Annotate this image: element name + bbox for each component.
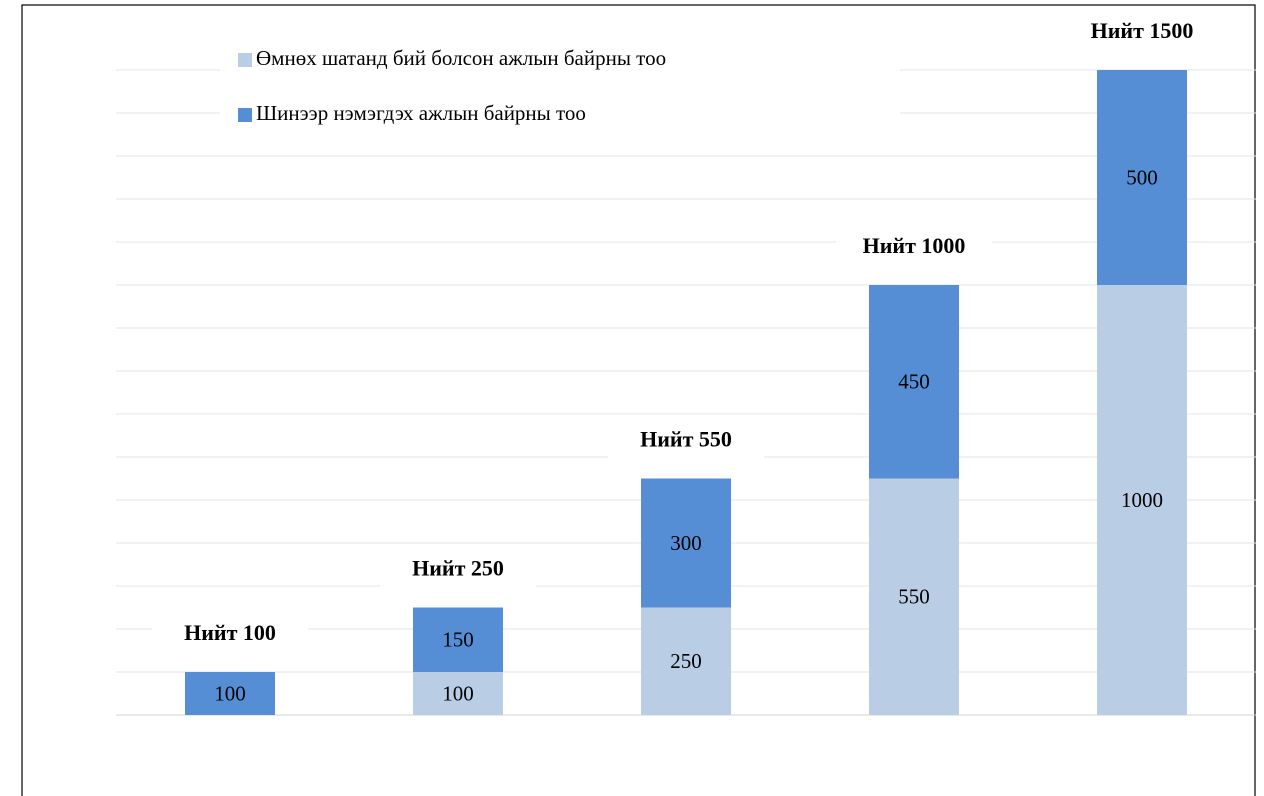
value-label: 450 bbox=[898, 370, 930, 394]
bar-segment bbox=[1097, 70, 1187, 285]
total-label: Нийт 100 bbox=[184, 620, 276, 645]
legend-label: Өмнөх шатанд бий болсон ажлын байрны тоо bbox=[256, 46, 666, 70]
value-label: 250 bbox=[670, 649, 702, 673]
value-label: 1000 bbox=[1121, 488, 1163, 512]
legend-swatch bbox=[238, 108, 252, 122]
bar-segment bbox=[641, 607, 731, 715]
total-label: Нийт 550 bbox=[640, 427, 732, 452]
value-label: 300 bbox=[670, 531, 702, 555]
annotation-bg bbox=[380, 552, 536, 589]
value-label: 100 bbox=[214, 681, 246, 705]
bar-segment bbox=[413, 607, 503, 672]
bar-segment bbox=[869, 478, 959, 715]
value-label: 500 bbox=[1126, 165, 1158, 189]
annotation-bg bbox=[1064, 15, 1220, 51]
total-label: Нийт 1500 bbox=[1091, 18, 1194, 43]
value-label: 100 bbox=[442, 681, 474, 705]
bar-segment bbox=[185, 672, 275, 715]
value-label: 150 bbox=[442, 628, 474, 652]
annotation-bg bbox=[836, 230, 992, 266]
legend-bg bbox=[220, 30, 900, 142]
legend-swatch bbox=[238, 53, 252, 67]
bar-segment bbox=[641, 478, 731, 608]
bar-segment bbox=[1097, 285, 1187, 715]
bar-segment bbox=[413, 672, 503, 715]
annotation-bg bbox=[152, 617, 308, 653]
bar-segment bbox=[869, 285, 959, 479]
value-label: 550 bbox=[898, 585, 930, 609]
total-label: Нийт 1000 bbox=[863, 233, 966, 258]
legend-label: Шинээр нэмэгдэх ажлын байрны тоо bbox=[256, 101, 586, 125]
total-label: Нийт 250 bbox=[412, 556, 504, 581]
annotation-bg bbox=[608, 423, 764, 460]
